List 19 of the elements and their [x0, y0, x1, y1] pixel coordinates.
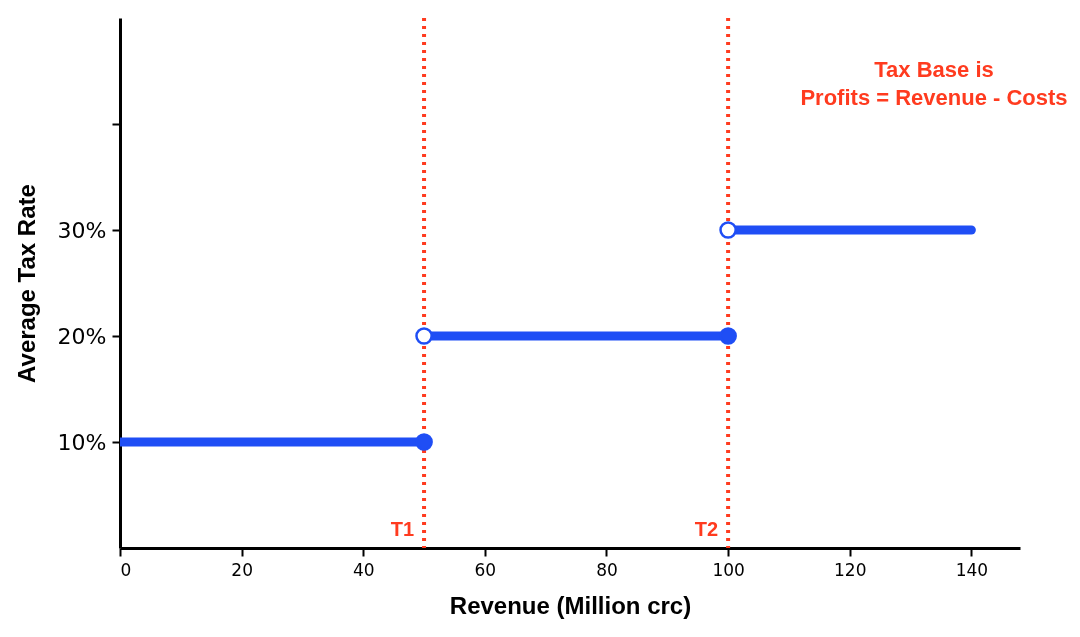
x-tick-label: 140 [955, 559, 989, 580]
x-tick-label: 80 [596, 559, 618, 580]
x-tick-label: 0 [120, 559, 132, 580]
ref-line-label: T1 [390, 518, 415, 540]
y-tick-label: 20% [57, 323, 107, 349]
y-tick-label: 10% [57, 429, 107, 455]
x-tick-label: 20 [231, 559, 253, 580]
point [719, 327, 737, 345]
x-tick-label: 120 [834, 559, 867, 580]
x-tick-label: 60 [474, 559, 497, 580]
y-axis-title: Average Tax Rate [12, 184, 40, 383]
ref-line-label: T2 [694, 518, 719, 540]
y-tick-label: 30% [57, 217, 107, 243]
x-tick-label: 100 [712, 559, 745, 580]
point [415, 433, 433, 451]
point [415, 327, 433, 345]
annotation: Tax Base is Profits = Revenue - Costs [800, 57, 1068, 110]
x-tick-label: 40 [352, 559, 375, 580]
x-axis-title: Revenue (Million crc) [449, 591, 692, 619]
